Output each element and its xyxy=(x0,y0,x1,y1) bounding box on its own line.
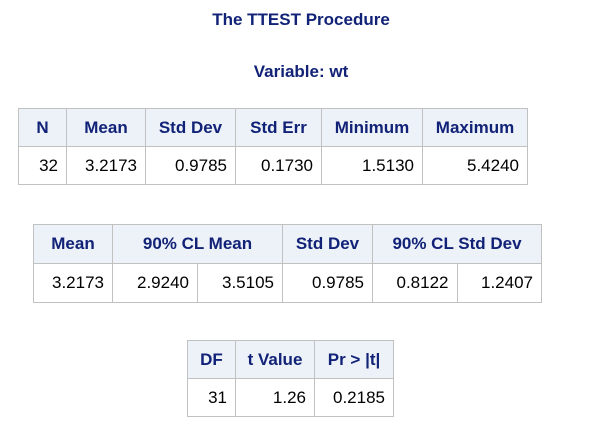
cell-cl-mean-lower: 2.9240 xyxy=(112,263,198,303)
ttest-table: DF t Value Pr > |t| 31 1.26 0.2185 xyxy=(187,340,394,417)
table-row: 32 3.2173 0.9785 0.1730 1.5130 5.4240 xyxy=(18,146,528,185)
cell-df: 31 xyxy=(187,378,236,417)
variable-title: Variable: wt xyxy=(253,62,349,81)
header-minimum: Minimum xyxy=(321,108,423,147)
header-n: N xyxy=(18,108,67,147)
table-row: 31 1.26 0.2185 xyxy=(187,378,394,417)
procedure-title: The TTEST Procedure xyxy=(212,10,390,29)
header-std-dev: Std Dev xyxy=(282,224,373,264)
table-row: 3.2173 2.9240 3.5105 0.9785 0.8122 1.240… xyxy=(33,263,542,303)
table-header-row: N Mean Std Dev Std Err Minimum Maximum xyxy=(18,108,528,147)
cell-minimum: 1.5130 xyxy=(321,146,423,185)
header-df: DF xyxy=(187,340,236,379)
header-mean: Mean xyxy=(66,108,146,147)
header-mean: Mean xyxy=(33,224,113,264)
cell-std-dev: 0.9785 xyxy=(145,146,236,185)
cell-std-dev: 0.9785 xyxy=(282,263,373,303)
table-header-row: DF t Value Pr > |t| xyxy=(187,340,394,379)
header-pr-t: Pr > |t| xyxy=(314,340,394,379)
cell-t-value: 1.26 xyxy=(235,378,315,417)
confidence-limits-table: Mean 90% CL Mean Std Dev 90% CL Std Dev … xyxy=(33,224,542,303)
header-std-err: Std Err xyxy=(235,108,322,147)
cell-cl-mean-upper: 3.5105 xyxy=(197,263,283,303)
cell-std-err: 0.1730 xyxy=(235,146,322,185)
cell-pr-t: 0.2185 xyxy=(314,378,394,417)
cell-mean: 3.2173 xyxy=(66,146,146,185)
header-t-value: t Value xyxy=(235,340,315,379)
header-cl-std-dev: 90% CL Std Dev xyxy=(372,224,542,264)
cell-mean: 3.2173 xyxy=(33,263,113,303)
cell-maximum: 5.4240 xyxy=(422,146,528,185)
header-std-dev: Std Dev xyxy=(145,108,236,147)
header-cl-mean: 90% CL Mean xyxy=(112,224,283,264)
cell-cl-std-dev-lower: 0.8122 xyxy=(372,263,458,303)
header-maximum: Maximum xyxy=(422,108,528,147)
cell-n: 32 xyxy=(18,146,67,185)
cell-cl-std-dev-upper: 1.2407 xyxy=(456,263,542,303)
statistics-table: N Mean Std Dev Std Err Minimum Maximum 3… xyxy=(18,108,528,185)
table-header-row: Mean 90% CL Mean Std Dev 90% CL Std Dev xyxy=(33,224,542,264)
